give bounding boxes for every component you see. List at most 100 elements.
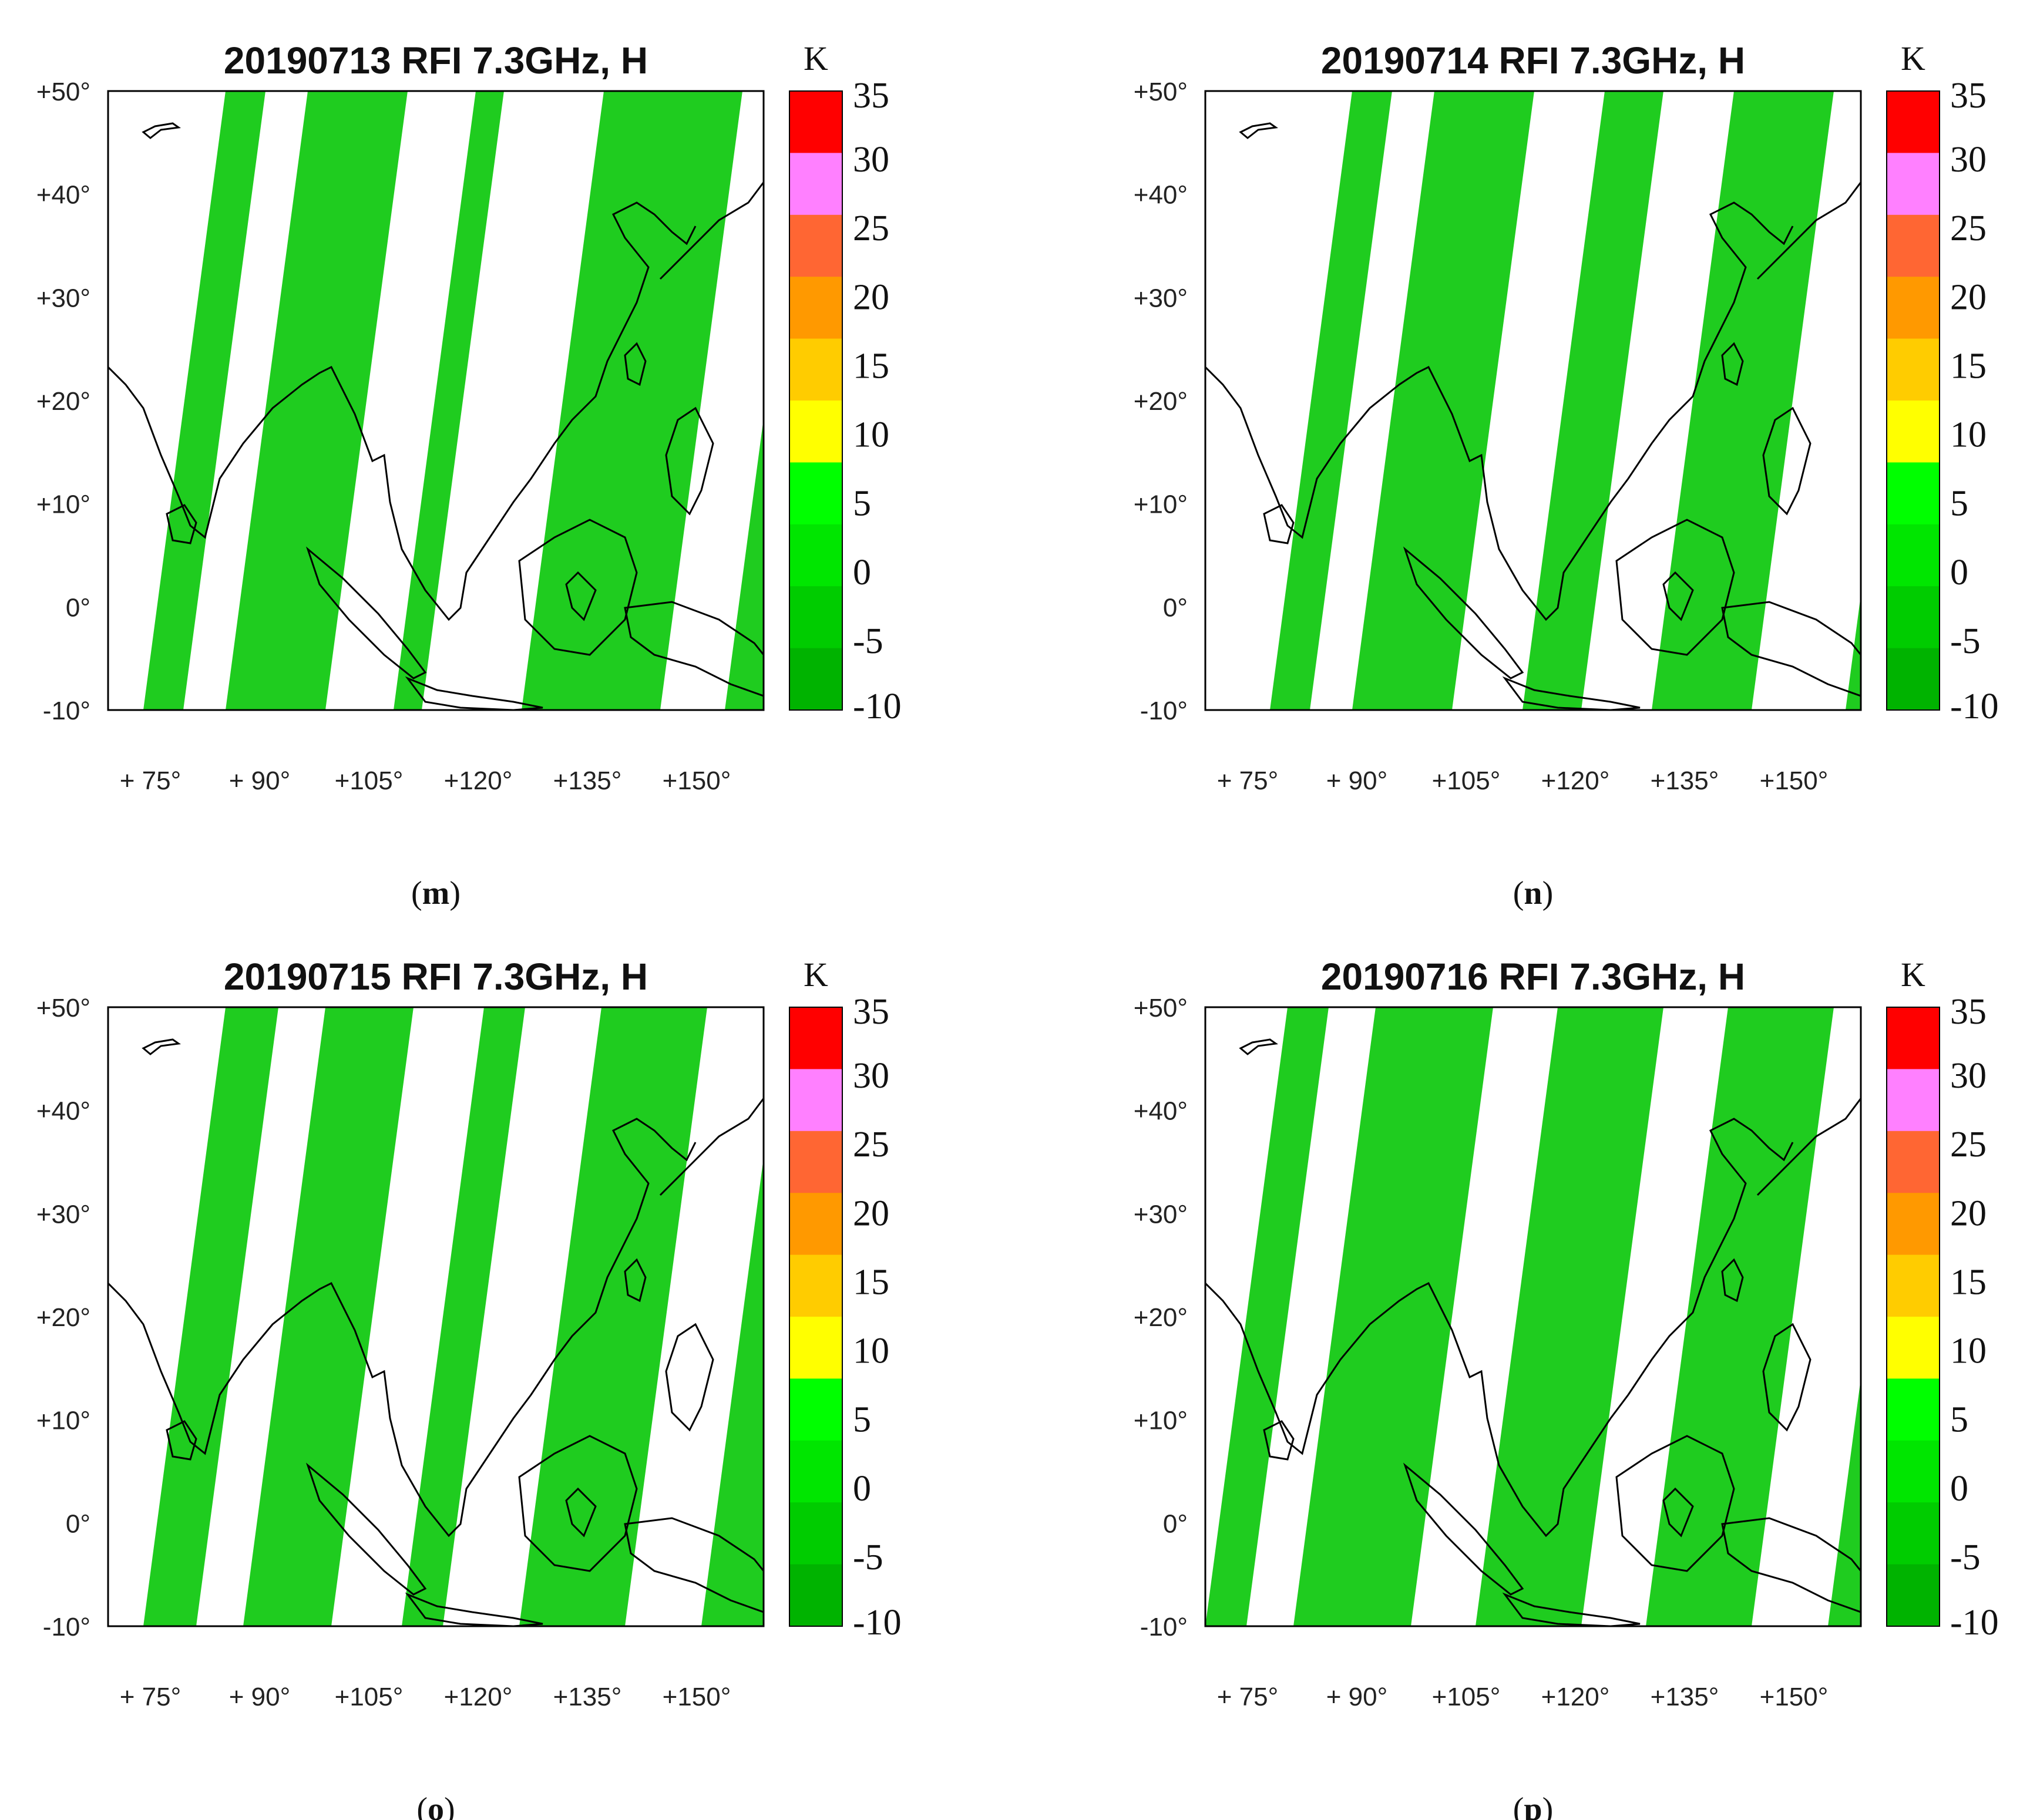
lat-tick-label: +50° xyxy=(1134,78,1188,106)
coastline-3 xyxy=(624,1258,647,1303)
lon-tick-label: +135° xyxy=(553,766,622,795)
colorbar-segment xyxy=(789,586,842,649)
lon-tick-label: +150° xyxy=(1760,1683,1829,1711)
colorbar-label: -5 xyxy=(853,621,883,661)
colorbar-segment xyxy=(789,1007,842,1069)
colorbar-segment xyxy=(1887,462,1940,525)
colorbar-label: 25 xyxy=(1950,208,1987,248)
coastline-1 xyxy=(166,1420,197,1461)
lat-tick-label: +40° xyxy=(1134,1097,1188,1126)
colorbar-segment xyxy=(789,1317,842,1379)
colorbar-segment xyxy=(1887,1440,1940,1503)
lat-tick-label: +20° xyxy=(1134,387,1188,416)
colorbar-label: 35 xyxy=(853,992,889,1032)
coastline-0 xyxy=(1205,1118,1794,1538)
coastline-2 xyxy=(659,1096,764,1196)
swath-0 xyxy=(1270,91,1392,710)
swath-1 xyxy=(1352,91,1534,710)
colorbar-label: 5 xyxy=(853,484,871,524)
map-frame xyxy=(1204,90,1862,711)
lat-tick-label: +20° xyxy=(1134,1303,1188,1332)
colorbar-segment xyxy=(1887,524,1940,587)
coastline-9 xyxy=(1662,1487,1694,1538)
lon-tick-label: +120° xyxy=(444,766,513,795)
colorbar-segment xyxy=(1887,1069,1940,1132)
lon-tick-label: + 90° xyxy=(1326,766,1387,795)
coastline-6 xyxy=(1403,1462,1524,1596)
colorbar-label: 20 xyxy=(853,277,889,317)
lat-tick-label: +30° xyxy=(36,284,90,312)
colorbar-segment xyxy=(789,153,842,216)
map-frame xyxy=(1204,1006,1862,1627)
map-frame xyxy=(107,1006,765,1627)
lon-tick-label: +120° xyxy=(444,1683,513,1711)
coastline-2 xyxy=(1756,180,1861,280)
colorbar-label: 20 xyxy=(1950,277,1987,317)
coastline-5 xyxy=(1615,1435,1735,1572)
swath-1 xyxy=(243,1007,414,1626)
lat-tick-label: +50° xyxy=(36,994,90,1022)
coastline-8 xyxy=(624,1517,764,1613)
swath-0 xyxy=(1205,1007,1329,1626)
swaths xyxy=(1270,91,1861,710)
lat-tick-label: 0° xyxy=(1163,1509,1188,1538)
panel-caption: (m) xyxy=(411,875,461,911)
coastline-7 xyxy=(405,1592,543,1626)
swath-3 xyxy=(519,1007,707,1626)
lon-tick-label: + 75° xyxy=(120,766,181,795)
colorbar-segment xyxy=(789,462,842,525)
colorbar-segment xyxy=(789,1564,842,1627)
lat-tick-label: +20° xyxy=(36,1303,90,1332)
colorbar-segment xyxy=(789,524,842,587)
colorbar-segment xyxy=(789,91,842,153)
swath-2 xyxy=(402,1007,525,1626)
colorbar-label: 0 xyxy=(853,1469,871,1509)
coastline-1 xyxy=(1263,504,1295,544)
colorbar-segment xyxy=(789,648,842,711)
lon-tick-label: +150° xyxy=(663,1683,731,1711)
swath-0 xyxy=(143,1007,278,1626)
lon-tick-label: +135° xyxy=(553,1683,622,1711)
swaths xyxy=(143,91,764,710)
lat-tick-label: +30° xyxy=(1134,284,1188,312)
coastline-7 xyxy=(1502,676,1641,710)
lat-tick-label: -10° xyxy=(1140,697,1188,725)
coastlines xyxy=(1205,1038,1861,1626)
lat-tick-label: 0° xyxy=(1163,593,1188,622)
colorbar-segment xyxy=(789,1440,842,1503)
swath-1 xyxy=(226,91,408,710)
lat-tick-label: +40° xyxy=(36,1097,90,1126)
lon-tick-label: +120° xyxy=(1541,1683,1610,1711)
lon-tick-label: +105° xyxy=(1432,1683,1501,1711)
panel-caption: (o) xyxy=(416,1791,455,1820)
coastlines xyxy=(108,1038,764,1626)
swath-0 xyxy=(143,91,265,710)
colorbar-label: 0 xyxy=(1950,553,1968,593)
lat-tick-label: +40° xyxy=(36,181,90,210)
colorbar-segment xyxy=(789,401,842,463)
colorbar-label: 10 xyxy=(1950,1331,1987,1371)
lon-tick-label: + 90° xyxy=(229,1683,290,1711)
colorbar: K 35 30 25 20 15 10 5 0 -5 -10 xyxy=(789,956,902,1643)
lat-tick-label: +40° xyxy=(1134,181,1188,210)
colorbar-label: -10 xyxy=(1950,687,1999,726)
colorbar-label: 35 xyxy=(1950,992,1987,1032)
coastline-4 xyxy=(665,406,714,516)
coastline-10 xyxy=(142,122,182,139)
colorbar-label: 15 xyxy=(853,1262,889,1302)
colorbar-label: 5 xyxy=(1950,484,1968,524)
swath-3 xyxy=(1652,91,1834,710)
coastline-10 xyxy=(1239,1038,1279,1055)
lon-tick-label: + 75° xyxy=(120,1683,181,1711)
coastline-3 xyxy=(624,342,647,386)
colorbar-segment xyxy=(1887,1193,1940,1256)
panel-title: 20190714 RFI 7.3GHz, H xyxy=(1321,39,1745,82)
coastline-0 xyxy=(108,201,697,621)
colorbar-segment xyxy=(789,1502,842,1565)
lat-tick-label: -10° xyxy=(1140,1613,1188,1641)
swath-3 xyxy=(522,91,742,710)
lat-tick-label: +50° xyxy=(36,78,90,106)
panel-o: 20190715 RFI 7.3GHz, H +50° +40° +30° +20° +1… xyxy=(36,956,902,1820)
coastline-2 xyxy=(1756,1096,1861,1196)
